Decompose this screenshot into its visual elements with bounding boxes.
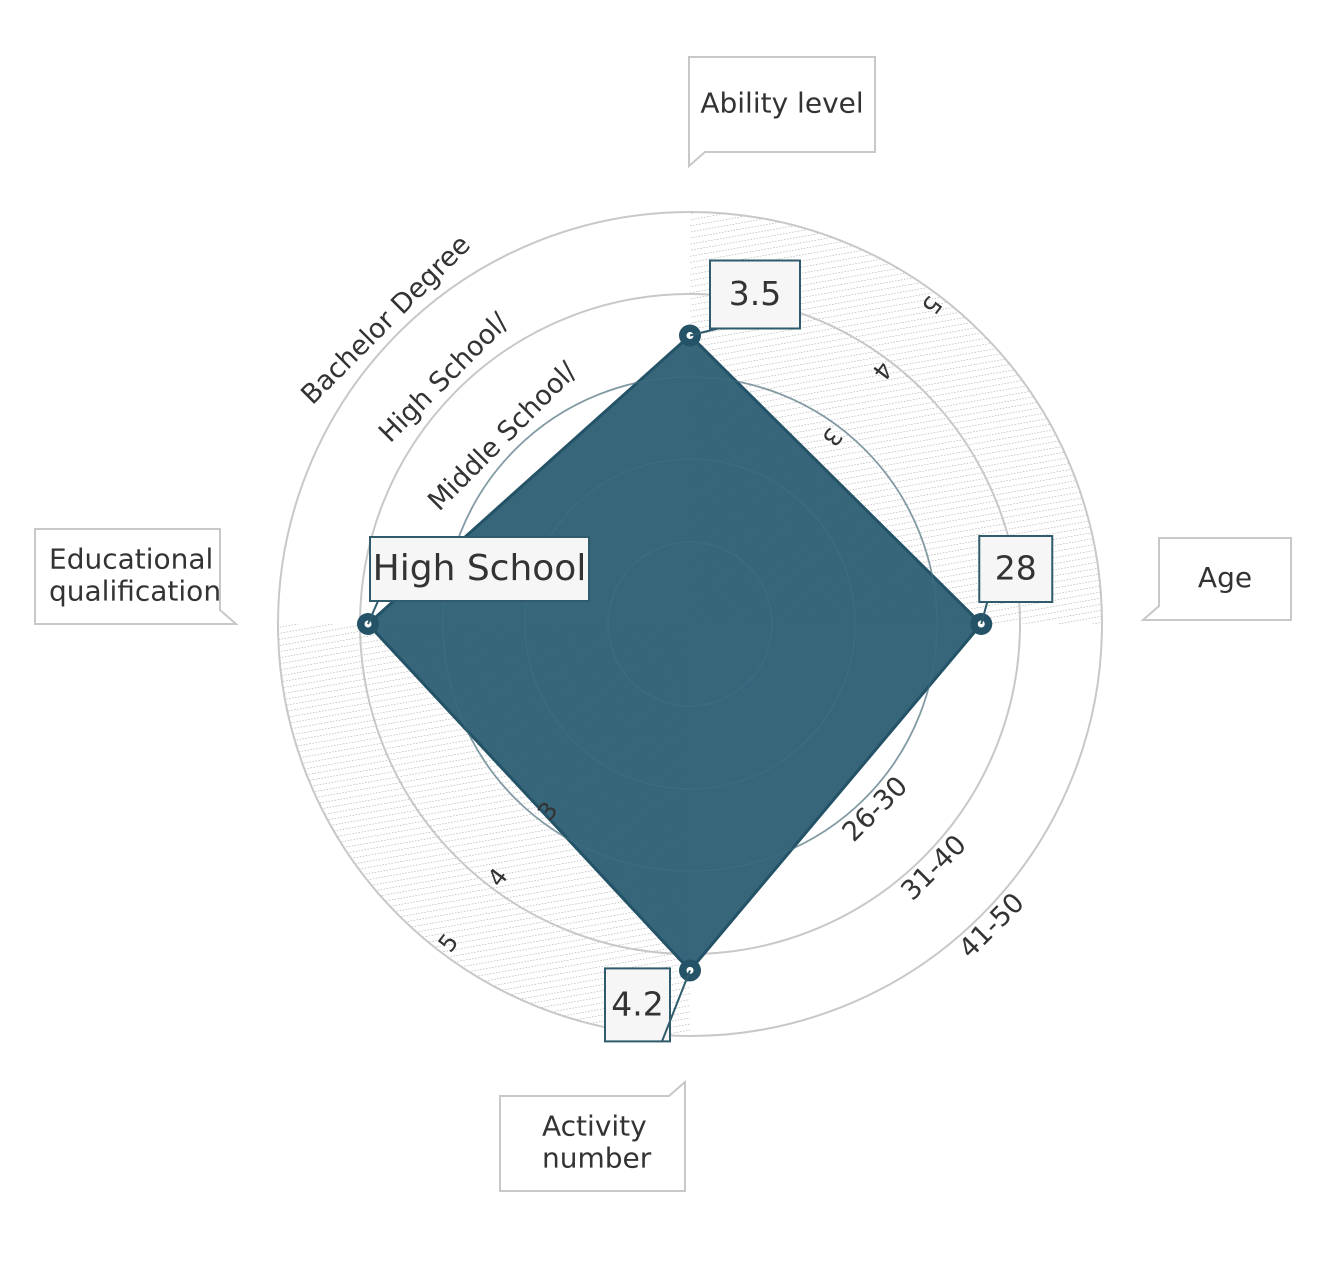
- callout-text-activity-0: Activity: [542, 1110, 647, 1143]
- value-text-2: 4.2: [611, 984, 663, 1023]
- callout-text-activity-1: number: [542, 1142, 652, 1175]
- callout-text-age-0: Age: [1198, 561, 1252, 594]
- value-text-1: 28: [995, 549, 1037, 588]
- axis-callout-age: Age: [1143, 538, 1291, 620]
- value-text-3: High School: [373, 548, 587, 589]
- callout-text-ability-0: Ability level: [700, 87, 863, 120]
- tick-age-41-50: 41-50: [953, 887, 1030, 964]
- callout-text-education-1: qualification: [49, 575, 221, 608]
- callout-text-education-0: Educational: [49, 543, 213, 576]
- value-text-0: 3.5: [729, 274, 781, 313]
- tick-age-31-40: 31-40: [895, 829, 972, 906]
- axis-callout-ability: Ability level: [689, 57, 875, 166]
